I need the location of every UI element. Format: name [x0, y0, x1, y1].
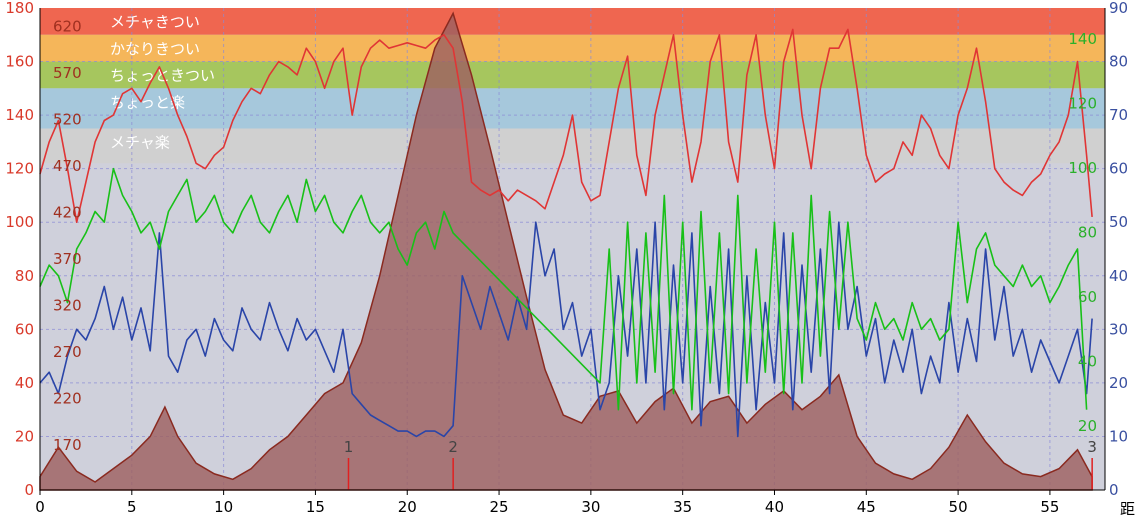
- x-tick-label: 45: [857, 498, 876, 516]
- left-tick-label: 0: [24, 481, 34, 499]
- x-tick-label: 30: [581, 498, 600, 516]
- x-tick-label: 10: [214, 498, 233, 516]
- x-tick-label: 5: [127, 498, 137, 516]
- left-tick-label: 160: [5, 53, 34, 71]
- zone-band: [40, 128, 1105, 164]
- inner-left-tick-label: 620: [53, 18, 82, 36]
- series-line-2: [39, 221, 1093, 438]
- zone-band: [40, 88, 1105, 129]
- series-line-3: [39, 167, 1088, 411]
- inner-left-tick-label: 470: [53, 157, 82, 175]
- right-tick-label: 20: [1109, 374, 1128, 392]
- right-tick-label: 50: [1109, 213, 1128, 231]
- inner-right-tick-label: 120: [1068, 95, 1097, 113]
- inner-left-tick-label: 270: [53, 343, 82, 361]
- x-tick-label: 50: [949, 498, 968, 516]
- zone-band: [40, 8, 1105, 35]
- elevation-area: [39, 11, 1093, 491]
- right-tick-label: 90: [1109, 0, 1128, 17]
- x-tick-label: 25: [490, 498, 509, 516]
- lap-marker-label: 1: [344, 438, 354, 456]
- right-tick-label: 40: [1109, 267, 1128, 285]
- x-tick-label: 35: [673, 498, 692, 516]
- right-tick-label: 0: [1109, 481, 1119, 499]
- left-tick-label: 120: [5, 160, 34, 178]
- inner-left-tick-label: 520: [53, 111, 82, 129]
- inner-right-tick-label: 100: [1068, 159, 1097, 177]
- right-tick-label: 10: [1109, 427, 1128, 445]
- x-tick-label: 40: [765, 498, 784, 516]
- inner-right-tick-label: 20: [1078, 417, 1097, 435]
- zone-label: メチャ楽: [110, 134, 170, 152]
- x-tick-label: 0: [35, 498, 45, 516]
- x-axis-label: 距: [1120, 500, 1135, 518]
- left-tick-label: 100: [5, 213, 34, 231]
- inner-right-tick-label: 80: [1078, 224, 1097, 242]
- lap-marker-label: 3: [1087, 438, 1097, 456]
- axes: 0 5 10 15 20 25 30 35 40 45 50 55020406080100120140…: [5, 0, 1128, 516]
- inner-left-tick-label: 170: [53, 436, 82, 454]
- zone-label: かなりきつい: [110, 40, 200, 58]
- right-tick-label: 70: [1109, 106, 1128, 124]
- lap-markers: 1 2 3: [344, 438, 1097, 490]
- zone-band: [40, 61, 1105, 89]
- inner-right-tick-label: 140: [1068, 30, 1097, 48]
- lap-marker-label: 2: [448, 438, 458, 456]
- inner-left-tick-label: 220: [53, 390, 82, 408]
- inner-right-tick-label: 60: [1078, 288, 1097, 306]
- left-tick-label: 60: [15, 320, 34, 338]
- zone-band: [40, 34, 1105, 62]
- left-tick-label: 140: [5, 106, 34, 124]
- zone-label: ちょっと楽: [110, 93, 185, 111]
- series-line-1: [39, 28, 1093, 223]
- right-tick-label: 60: [1109, 160, 1128, 178]
- left-tick-label: 20: [15, 427, 34, 445]
- left-tick-label: 80: [15, 267, 34, 285]
- right-tick-label: 30: [1109, 320, 1128, 338]
- x-tick-label: 20: [398, 498, 417, 516]
- zone-label: メチャきつい: [110, 13, 200, 31]
- left-tick-label: 180: [5, 0, 34, 17]
- right-tick-label: 80: [1109, 53, 1128, 71]
- inner-left-tick-label: 320: [53, 297, 82, 315]
- left-tick-label: 40: [15, 374, 34, 392]
- x-tick-label: 15: [306, 498, 325, 516]
- inner-left-tick-label: 370: [53, 250, 82, 268]
- inner-left-tick-label: 420: [53, 204, 82, 222]
- x-tick-label: 55: [1040, 498, 1059, 516]
- inner-left-tick-label: 570: [53, 64, 82, 82]
- series: [39, 11, 1093, 491]
- inner-right-tick-label: 40: [1078, 353, 1097, 371]
